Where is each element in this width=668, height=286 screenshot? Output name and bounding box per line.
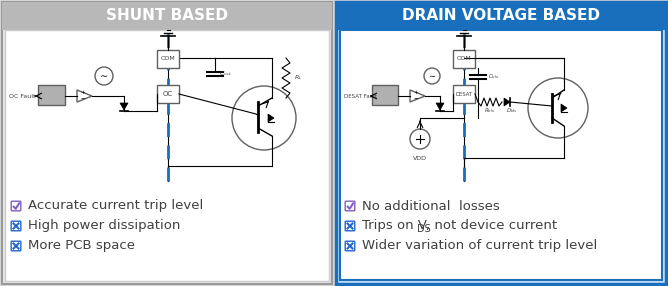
Text: Trips on V: Trips on V xyxy=(362,219,427,233)
Text: ∼: ∼ xyxy=(428,72,436,80)
Text: Accurate current trip level: Accurate current trip level xyxy=(28,200,203,212)
Polygon shape xyxy=(268,114,274,122)
Text: Wider variation of current trip level: Wider variation of current trip level xyxy=(362,239,597,253)
Bar xyxy=(157,50,179,68)
Bar xyxy=(2,2,332,30)
Text: ∼: ∼ xyxy=(100,71,108,81)
Bar xyxy=(2,2,332,284)
Circle shape xyxy=(410,129,430,149)
Text: $C_{out}$: $C_{out}$ xyxy=(219,69,232,78)
Polygon shape xyxy=(561,104,567,112)
Text: SHUNT BASED: SHUNT BASED xyxy=(106,9,228,23)
Bar xyxy=(336,2,666,30)
FancyBboxPatch shape xyxy=(11,221,21,231)
Text: OC: OC xyxy=(163,91,173,97)
Text: $R_{bls}$: $R_{bls}$ xyxy=(484,107,496,116)
Text: , not device current: , not device current xyxy=(426,219,557,233)
Polygon shape xyxy=(120,103,128,110)
Text: +: + xyxy=(80,90,85,96)
Polygon shape xyxy=(504,98,510,106)
Polygon shape xyxy=(77,90,92,102)
Text: COM: COM xyxy=(457,57,472,61)
FancyBboxPatch shape xyxy=(345,201,355,211)
Bar xyxy=(157,85,179,103)
Bar xyxy=(340,30,662,280)
Circle shape xyxy=(232,86,296,150)
Text: DESAT Fault: DESAT Fault xyxy=(344,94,377,98)
Bar xyxy=(336,2,666,284)
Circle shape xyxy=(95,67,113,85)
Text: OC Fault: OC Fault xyxy=(9,94,35,98)
Text: −: − xyxy=(80,96,85,100)
FancyBboxPatch shape xyxy=(11,201,21,211)
Text: High power dissipation: High power dissipation xyxy=(28,219,180,233)
Text: DS: DS xyxy=(418,223,432,233)
Bar xyxy=(372,85,398,105)
FancyBboxPatch shape xyxy=(345,241,355,251)
Text: DESAT: DESAT xyxy=(456,92,473,96)
Text: −: − xyxy=(413,96,418,100)
Circle shape xyxy=(424,68,440,84)
Text: $D_{bls}$: $D_{bls}$ xyxy=(506,107,518,116)
Text: +: + xyxy=(413,90,418,96)
Circle shape xyxy=(528,78,588,138)
Polygon shape xyxy=(410,90,425,102)
FancyBboxPatch shape xyxy=(11,241,21,251)
Bar xyxy=(453,50,475,68)
Polygon shape xyxy=(436,103,444,110)
Text: VDD: VDD xyxy=(413,156,427,160)
Text: More PCB space: More PCB space xyxy=(28,239,135,253)
Text: $R_L$: $R_L$ xyxy=(294,74,303,82)
Bar xyxy=(38,85,65,105)
Text: $C_{bls}$: $C_{bls}$ xyxy=(488,73,499,82)
Text: No additional  losses: No additional losses xyxy=(362,200,500,212)
Bar xyxy=(453,85,475,103)
Bar xyxy=(5,30,329,281)
Text: COM: COM xyxy=(160,57,176,61)
FancyBboxPatch shape xyxy=(345,221,355,231)
Text: DRAIN VOLTAGE BASED: DRAIN VOLTAGE BASED xyxy=(402,9,600,23)
